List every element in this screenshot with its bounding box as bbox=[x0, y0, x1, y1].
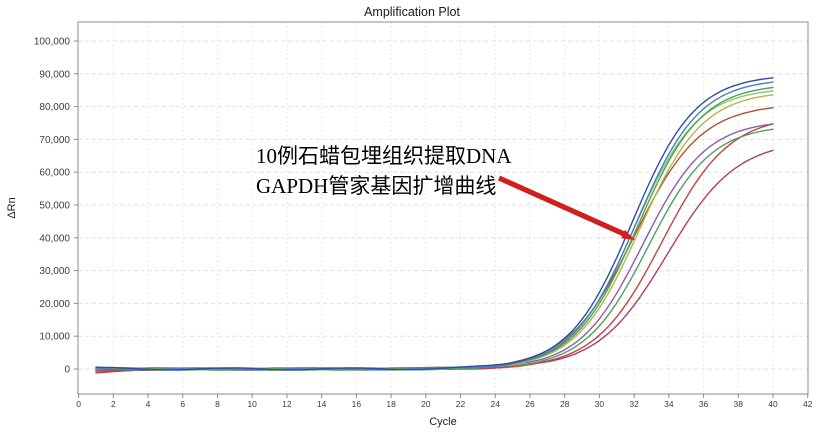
x-tick-label: 26 bbox=[525, 399, 535, 409]
x-tick-label: 22 bbox=[456, 399, 466, 409]
x-tick-label: 2 bbox=[111, 399, 116, 409]
annotation-line-1: 10例石蜡包埋组织提取DNA bbox=[256, 144, 512, 168]
amplification-curve bbox=[95, 77, 774, 371]
chart-title: Amplification Plot bbox=[364, 5, 460, 19]
amplification-curves bbox=[95, 77, 774, 374]
gridlines bbox=[78, 22, 808, 394]
x-tick-label: 30 bbox=[595, 399, 605, 409]
x-tick-label: 0 bbox=[76, 399, 81, 409]
x-tick-label: 28 bbox=[560, 399, 570, 409]
x-tick-label: 8 bbox=[215, 399, 220, 409]
y-tick-label: 80,000 bbox=[39, 102, 70, 113]
y-tick-label: 40,000 bbox=[39, 233, 70, 244]
amplification-curve bbox=[95, 94, 774, 371]
y-tick-label: 100,000 bbox=[34, 37, 71, 48]
chart-annotation-text: 10例石蜡包埋组织提取DNA GAPDH管家基因扩增曲线 bbox=[256, 141, 512, 201]
x-tick-label: 24 bbox=[491, 399, 501, 409]
y-tick-label: 0 bbox=[64, 365, 70, 376]
x-tick-label: 20 bbox=[421, 399, 431, 409]
axis-tick-labels: 0 2 4 6 8 10 12 14 16 18 20 22 24 26 28 30 32 34 36 38 40 420… bbox=[34, 37, 813, 410]
y-tick-label: 60,000 bbox=[39, 168, 70, 179]
x-tick-label: 6 bbox=[180, 399, 185, 409]
annotation-arrow bbox=[497, 175, 635, 240]
axis-ticks bbox=[74, 40, 809, 398]
x-tick-label: 18 bbox=[386, 399, 396, 409]
y-tick-label: 30,000 bbox=[39, 266, 70, 277]
x-tick-label: 40 bbox=[768, 399, 778, 409]
y-tick-label: 90,000 bbox=[39, 69, 70, 80]
x-tick-label: 16 bbox=[352, 399, 362, 409]
y-tick-label: 70,000 bbox=[39, 135, 70, 146]
x-tick-label: 32 bbox=[629, 399, 639, 409]
amplification-curve bbox=[95, 86, 774, 371]
x-tick-label: 14 bbox=[317, 399, 327, 409]
annotation-arrow-head bbox=[621, 229, 635, 240]
amplification-curve bbox=[95, 90, 774, 371]
x-tick-label: 4 bbox=[146, 399, 151, 409]
x-axis-label: Cycle bbox=[429, 416, 457, 428]
amplification-curve bbox=[95, 81, 774, 371]
x-tick-label: 42 bbox=[803, 399, 813, 409]
y-tick-label: 50,000 bbox=[39, 201, 70, 212]
y-tick-label: 10,000 bbox=[39, 332, 70, 343]
x-tick-label: 36 bbox=[699, 399, 709, 409]
y-axis-label: ΔRn bbox=[6, 197, 18, 218]
x-tick-label: 34 bbox=[664, 399, 674, 409]
annotation-line-2: GAPDH管家基因扩增曲线 bbox=[256, 174, 497, 198]
x-tick-label: 12 bbox=[282, 399, 292, 409]
annotation-arrow-shaft bbox=[497, 175, 626, 237]
x-tick-label: 38 bbox=[734, 399, 744, 409]
plot-border bbox=[77, 21, 809, 395]
x-tick-label: 10 bbox=[247, 399, 257, 409]
y-tick-label: 20,000 bbox=[39, 299, 70, 310]
